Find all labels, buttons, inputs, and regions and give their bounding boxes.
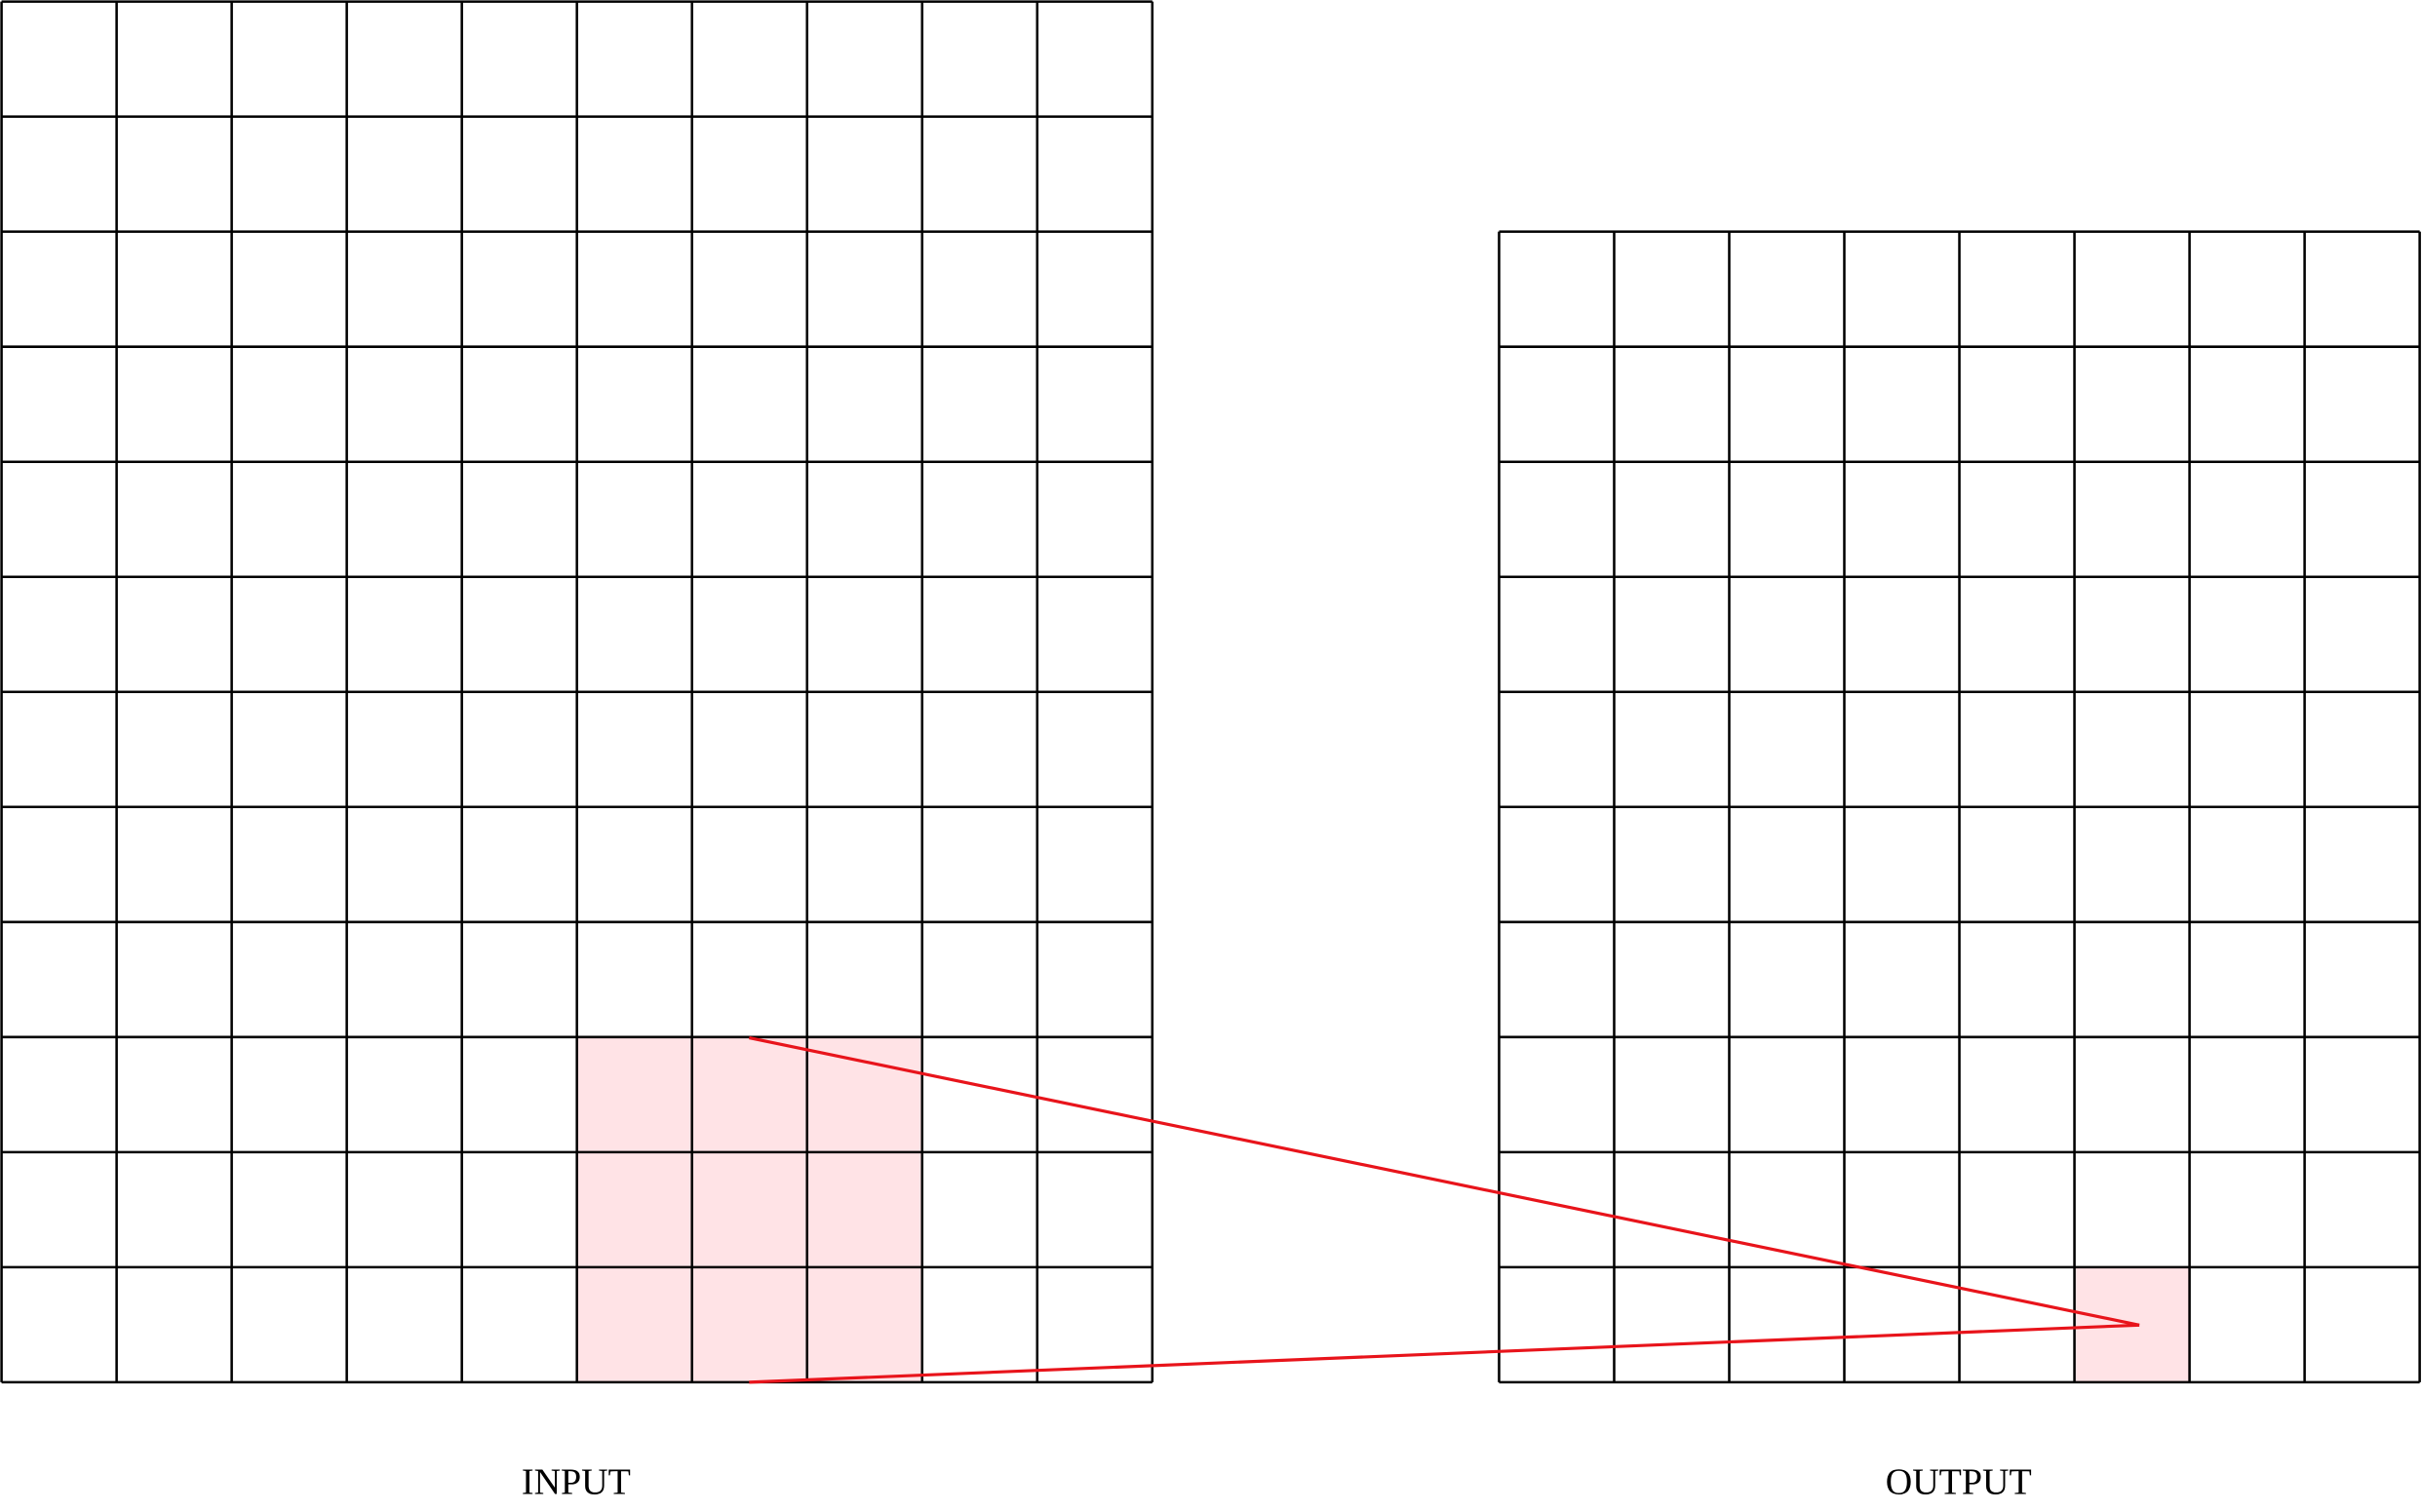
- connector-line: [749, 1036, 2140, 1327]
- input-highlight: [577, 1037, 923, 1382]
- input-label: INPUT: [522, 1462, 631, 1503]
- grids: [0, 0, 2421, 1384]
- connector-line: [749, 1323, 2140, 1384]
- output-label: OUTPUT: [1886, 1462, 2032, 1503]
